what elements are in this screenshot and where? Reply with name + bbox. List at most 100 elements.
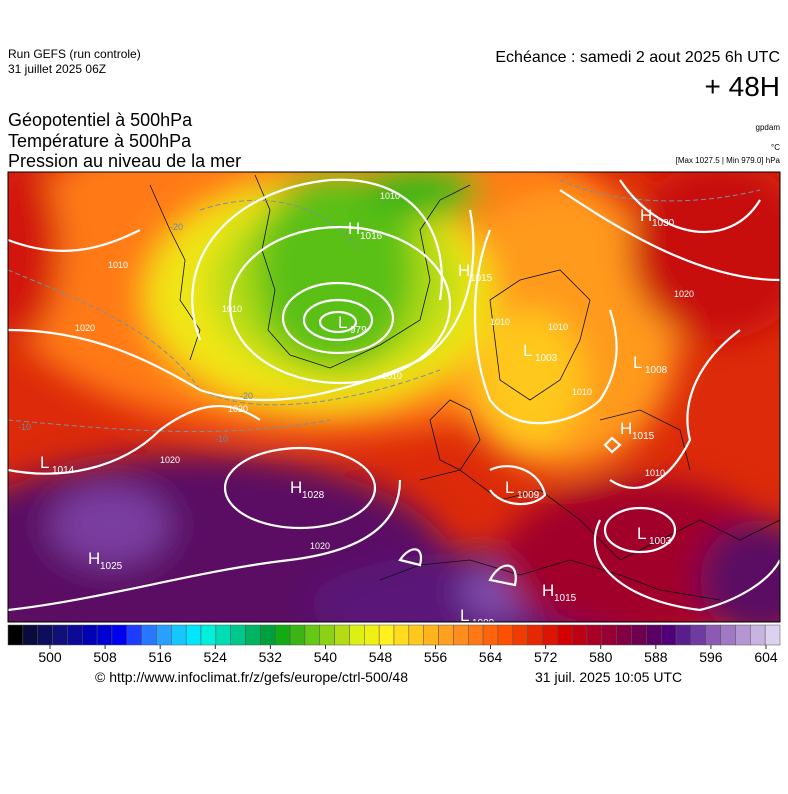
pressure-center-value: 1015 <box>554 593 577 604</box>
pressure-center-value: 1028 <box>302 490 325 501</box>
colorbar-swatch <box>571 624 588 646</box>
title-temperature: Température à 500hPa <box>8 131 192 151</box>
title-pressure: Pression au niveau de la mer <box>8 151 241 171</box>
colorbar-swatch <box>720 624 736 646</box>
colorbar-swatch <box>601 624 617 646</box>
coastlines <box>149 174 780 601</box>
colorbar-tick-label: 500 <box>38 649 62 665</box>
pressure-center-kind: L <box>505 478 514 497</box>
isotherm-label: -20 <box>170 222 183 232</box>
isotherms <box>8 179 761 433</box>
colorbar-tick-label: 572 <box>534 649 558 665</box>
colorbar-swatch <box>67 624 83 646</box>
pressure-center-value: 979 <box>350 325 367 336</box>
colorbar-swatch <box>690 624 707 646</box>
colorbar-swatch <box>334 624 350 646</box>
lead-time: + 48H <box>705 71 781 102</box>
pressure-center-value: 1025 <box>100 561 123 572</box>
colorbar-swatch <box>96 624 113 646</box>
isotherm-label: -10 <box>215 434 228 444</box>
colorbar-swatch <box>245 624 261 646</box>
valid-time: Echéance : samedi 2 aout 2025 6h UTC <box>495 49 780 66</box>
isobar-label: 1010 <box>572 387 592 397</box>
run-name: Run GEFS (run controle) <box>8 47 141 61</box>
colorbar-tick-label: 532 <box>259 649 283 665</box>
colorbar-swatch <box>527 624 543 646</box>
pressure-center-value: 1015 <box>632 431 655 442</box>
isobar-label: 1020 <box>160 455 180 465</box>
colorbar-swatch <box>542 624 558 646</box>
colorbar-tick-label: 516 <box>148 649 172 665</box>
colorbar-swatch <box>408 624 424 646</box>
isobar-label: 1010 <box>222 304 242 314</box>
pressure-center-value: 1003 <box>535 353 558 364</box>
colorbar-swatch <box>467 624 484 646</box>
unit-temperature: °C <box>771 143 780 152</box>
colorbar-swatch <box>52 624 68 646</box>
colorbar-swatch <box>260 624 276 646</box>
pressure-center-kind: L <box>338 313 347 332</box>
isotherm-label: -10 <box>18 422 31 432</box>
pressure-center-kind: L <box>40 453 49 472</box>
colorbar: 500 508 516 524 532 540 548 556 564 572 580 588 596 6… <box>7 624 781 665</box>
colorbar-swatch <box>586 624 603 646</box>
isobar-label: 1010 <box>380 191 400 201</box>
pressure-center-value: 1014 <box>52 465 75 476</box>
colorbar-swatch <box>364 624 380 646</box>
colorbar-swatch <box>735 624 751 646</box>
colorbar-swatch <box>438 624 454 646</box>
colorbar-swatch <box>81 624 98 646</box>
pressure-center-kind: H <box>542 581 554 600</box>
colorbar-tick-label: 580 <box>589 649 613 665</box>
colorbar-swatch <box>393 624 410 646</box>
colorbar-swatch <box>156 624 172 646</box>
colorbar-swatch <box>675 624 692 646</box>
colorbar-tick-label: 588 <box>644 649 668 665</box>
colorbar-swatch <box>750 624 766 646</box>
pressure-center-kind: H <box>348 219 360 238</box>
pressure-center-value: 1009 <box>517 490 540 501</box>
colorbar-swatch <box>200 624 217 646</box>
colorbar-swatch <box>215 624 231 646</box>
isobars <box>8 178 780 612</box>
isotherm-label: -20 <box>240 391 253 401</box>
colorbar-tick-label: 548 <box>369 649 393 665</box>
map-frame <box>7 171 781 623</box>
pressure-center-kind: H <box>620 419 632 438</box>
pressure-center-kind: L <box>523 341 532 360</box>
isobar-label: 1020 <box>228 404 248 414</box>
colorbar-swatch <box>512 624 528 646</box>
colorbar-swatch <box>230 624 246 646</box>
pressure-center-value: 1008 <box>645 365 668 376</box>
pressure-center-value: 1030 <box>652 218 675 229</box>
pressure-center-kind: L <box>633 353 642 372</box>
colorbar-swatch <box>646 624 662 646</box>
colorbar-swatch <box>557 624 573 646</box>
pressure-center-value: 1003 <box>649 536 672 547</box>
pressure-center-kind: L <box>460 606 469 625</box>
pressure-center-kind: H <box>640 206 652 225</box>
colorbar-swatch <box>453 624 469 646</box>
run-date: 31 juillet 2025 06Z <box>8 62 106 76</box>
colorbar-swatch <box>497 624 514 646</box>
isobar-label: 1010 <box>382 371 402 381</box>
colorbar-swatch <box>141 624 157 646</box>
isobar-label: 1010 <box>490 317 510 327</box>
colorbar-swatch <box>111 624 128 646</box>
pressure-center-value: 1015 <box>470 273 493 284</box>
colorbar-swatch <box>37 624 53 646</box>
colorbar-swatch <box>705 624 721 646</box>
colorbar-swatch <box>274 624 291 646</box>
colorbar-swatch <box>349 624 365 646</box>
colorbar-tick-label: 596 <box>699 649 723 665</box>
pressure-center-value: 1016 <box>360 231 383 242</box>
colorbar-tick-label: 564 <box>479 649 503 665</box>
colorbar-swatch <box>660 624 677 646</box>
colorbar-swatch <box>289 624 306 646</box>
isobar-label: 1010 <box>645 468 665 478</box>
colorbar-swatch <box>304 624 321 646</box>
colorbar-tick-label: 508 <box>93 649 117 665</box>
